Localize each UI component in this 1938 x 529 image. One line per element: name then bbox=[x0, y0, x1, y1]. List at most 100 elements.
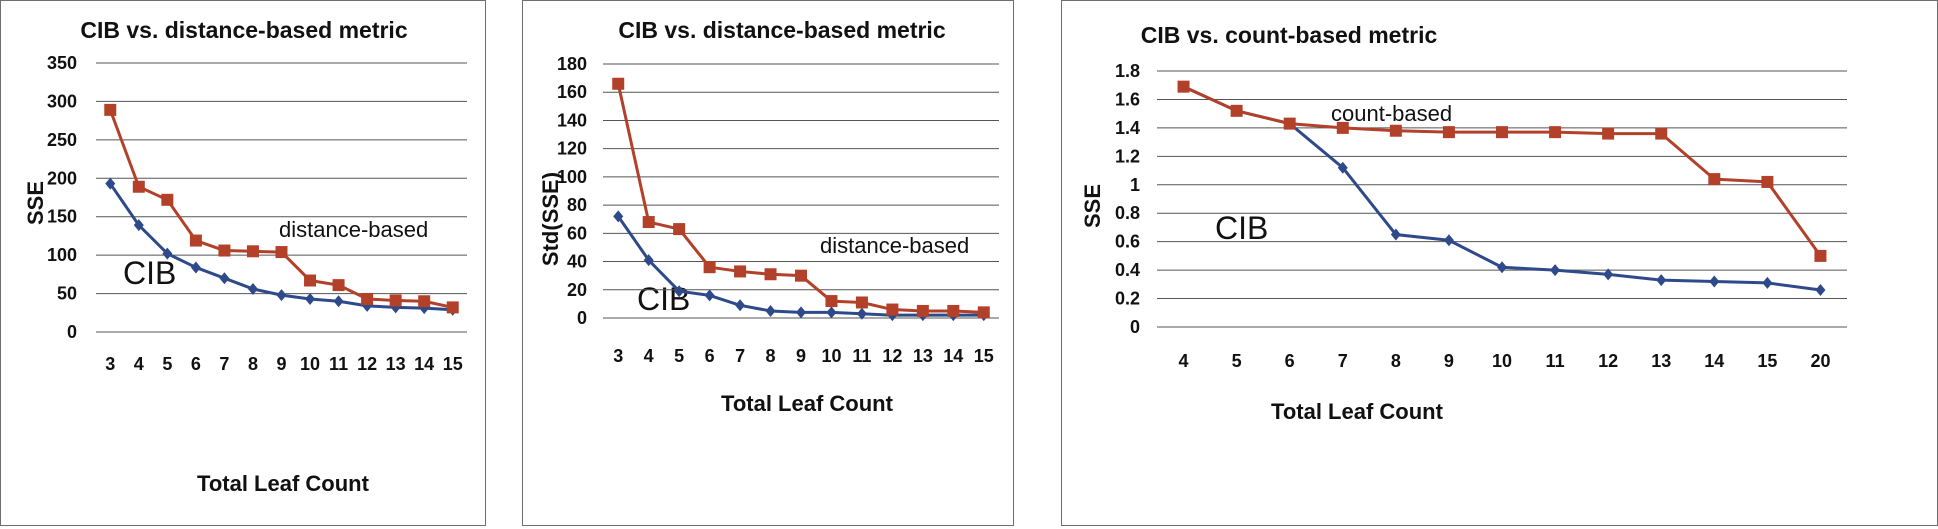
data-point-cib bbox=[1390, 228, 1401, 241]
annotation-distance-based: distance-based bbox=[820, 233, 969, 258]
data-point-cib bbox=[305, 292, 316, 305]
data-point-baseline bbox=[1655, 127, 1668, 140]
data-point-baseline bbox=[795, 269, 807, 282]
data-point-cib bbox=[1709, 275, 1720, 288]
data-point-baseline bbox=[855, 296, 868, 309]
y-tick-label: 50 bbox=[57, 284, 77, 304]
y-tick-label: 180 bbox=[557, 54, 587, 74]
series-line-cib bbox=[1182, 85, 1821, 292]
annotation-cib: CIB bbox=[123, 255, 176, 291]
y-tick-label: 100 bbox=[557, 167, 587, 187]
y-tick-label: 0 bbox=[577, 308, 587, 328]
y-tick-label: 0.2 bbox=[1115, 289, 1140, 309]
data-point-baseline bbox=[418, 295, 431, 308]
data-point-cib bbox=[162, 247, 173, 260]
plot-area: 0 0.2 0.4 0.6 0.8 1 1.2 1.4 1.6 1.8 4 5 6 7 8 9 10 11 12 13… bbox=[1115, 61, 1847, 371]
y-tick-label: 60 bbox=[567, 223, 587, 243]
data-point-baseline bbox=[825, 295, 838, 308]
chart-title: CIB vs. distance-based metric bbox=[80, 17, 407, 43]
x-tick-label: 10 bbox=[821, 346, 841, 366]
data-point-baseline bbox=[1442, 126, 1455, 139]
data-point-baseline bbox=[1336, 121, 1349, 134]
data-point-baseline bbox=[161, 193, 174, 206]
data-point-baseline bbox=[1708, 173, 1721, 186]
data-point-baseline bbox=[886, 303, 899, 316]
data-point-cib bbox=[1656, 274, 1667, 287]
x-axis-label: Total Leaf Count bbox=[721, 391, 894, 416]
data-point-cib bbox=[1337, 161, 1348, 174]
y-tick-label: 1 bbox=[1130, 175, 1140, 195]
data-point-baseline bbox=[1602, 127, 1615, 140]
y-axis-label: SSE bbox=[1080, 184, 1105, 228]
x-tick-label: 4 bbox=[644, 346, 654, 366]
y-axis-label: SSE bbox=[23, 181, 48, 225]
y-tick-label: 300 bbox=[47, 91, 77, 111]
x-tick-label: 14 bbox=[943, 346, 963, 366]
x-tick-label: 6 bbox=[1285, 351, 1295, 371]
x-tick-label: 3 bbox=[613, 346, 623, 366]
data-point-baseline bbox=[642, 216, 655, 229]
x-axis-label: Total Leaf Count bbox=[197, 471, 370, 496]
y-tick-label: 1.4 bbox=[1115, 118, 1140, 138]
data-point-baseline bbox=[734, 265, 747, 278]
y-tick-label: 40 bbox=[567, 252, 587, 272]
x-tick-label: 13 bbox=[1651, 351, 1671, 371]
data-point-cib bbox=[1762, 276, 1773, 289]
x-tick-label: 15 bbox=[1757, 351, 1777, 371]
x-tick-label: 6 bbox=[191, 354, 201, 374]
data-point-baseline bbox=[246, 245, 259, 258]
x-tick-label: 5 bbox=[674, 346, 684, 366]
y-tick-label: 100 bbox=[47, 245, 77, 265]
chart-3: CIB vs. count-based metric SSE Total Lea… bbox=[1080, 22, 1847, 424]
x-tick-label: 12 bbox=[1598, 351, 1618, 371]
data-point-cib bbox=[1603, 268, 1614, 281]
x-tick-label: 7 bbox=[1338, 351, 1348, 371]
y-tick-label: 80 bbox=[567, 195, 587, 215]
plot-area: 0 20 40 60 80 100 120 140 160 180 3 4 5 6 7 8 9 10 11 12 13 1… bbox=[557, 54, 999, 366]
x-tick-label: 13 bbox=[913, 346, 933, 366]
x-tick-label: 8 bbox=[766, 346, 776, 366]
data-point-baseline bbox=[612, 77, 625, 90]
data-point-baseline bbox=[1761, 175, 1774, 188]
x-tick-label: 12 bbox=[357, 354, 377, 374]
data-point-cib bbox=[735, 299, 746, 312]
data-point-cib bbox=[643, 254, 654, 267]
y-tick-label: 140 bbox=[557, 110, 587, 130]
data-point-cib bbox=[765, 304, 776, 317]
x-tick-label: 20 bbox=[1810, 351, 1830, 371]
x-tick-label: 7 bbox=[735, 346, 745, 366]
data-point-baseline bbox=[1230, 104, 1243, 117]
data-point-baseline bbox=[189, 234, 202, 247]
y-tick-label: 160 bbox=[557, 82, 587, 102]
y-tick-label: 1.2 bbox=[1115, 146, 1140, 166]
data-point-baseline bbox=[132, 180, 145, 193]
data-point-baseline bbox=[916, 304, 929, 317]
x-tick-label: 6 bbox=[705, 346, 715, 366]
y-tick-label: 350 bbox=[47, 53, 77, 73]
data-point-baseline bbox=[977, 306, 990, 319]
annotation-cib: CIB bbox=[637, 281, 690, 317]
y-tick-label: 150 bbox=[47, 207, 77, 227]
x-axis-label: Total Leaf Count bbox=[1271, 399, 1444, 424]
data-point-cib bbox=[1550, 264, 1561, 277]
y-tick-label: 0 bbox=[67, 322, 77, 342]
x-tick-label: 13 bbox=[386, 354, 406, 374]
x-tick-label: 7 bbox=[219, 354, 229, 374]
y-tick-label: 1.8 bbox=[1115, 61, 1140, 81]
x-tick-label: 8 bbox=[1391, 351, 1401, 371]
data-point-cib bbox=[826, 306, 837, 319]
x-tick-label: 10 bbox=[300, 354, 320, 374]
annotation-count-based: count-based bbox=[1331, 101, 1452, 126]
y-tick-label: 20 bbox=[567, 280, 587, 300]
data-point-cib bbox=[1815, 284, 1826, 297]
data-point-cib bbox=[704, 289, 715, 302]
y-tick-label: 0 bbox=[1130, 317, 1140, 337]
x-tick-label: 5 bbox=[162, 354, 172, 374]
x-tick-label: 11 bbox=[1546, 351, 1565, 371]
y-tick-label: 250 bbox=[47, 130, 77, 150]
annotation-cib: CIB bbox=[1215, 210, 1268, 246]
x-tick-label: 11 bbox=[852, 346, 871, 366]
data-point-baseline bbox=[389, 294, 402, 307]
data-point-cib bbox=[796, 306, 806, 319]
data-point-baseline bbox=[332, 279, 345, 292]
